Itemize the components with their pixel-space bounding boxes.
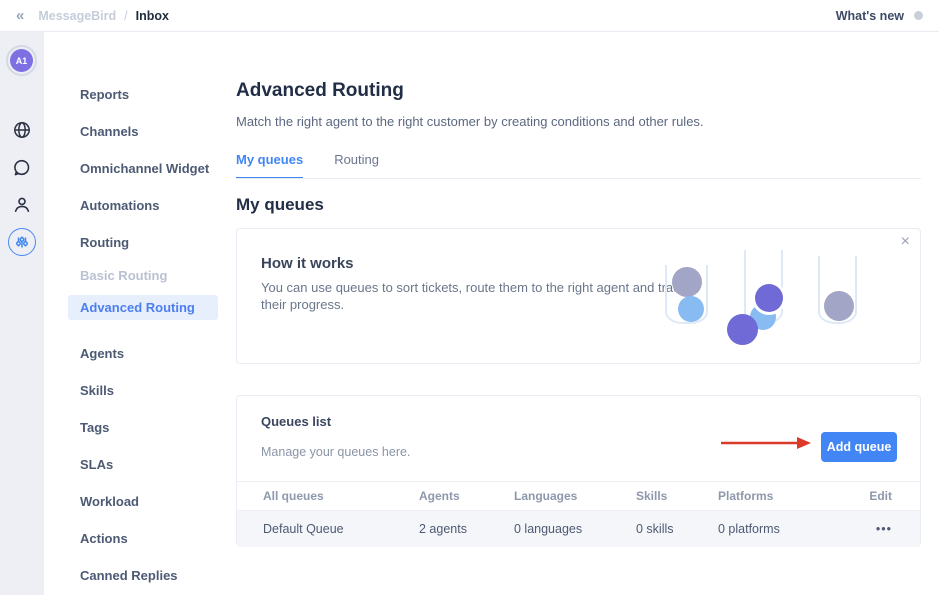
main-content: Advanced Routing Match the right agent t…: [236, 32, 939, 595]
tab-bar: My queues Routing: [236, 152, 379, 179]
sidebar-item-omnichannel-widget[interactable]: Omnichannel Widget: [80, 161, 210, 176]
settings-sidebar: Reports Channels Omnichannel Widget Auto…: [44, 32, 236, 595]
settings-sliders-icon[interactable]: [8, 228, 36, 256]
sidebar-item-tags[interactable]: Tags: [80, 420, 110, 435]
annotation-arrow-icon: [721, 437, 811, 449]
add-queue-button[interactable]: Add queue: [821, 432, 897, 462]
column-header-agents[interactable]: Agents: [419, 489, 460, 503]
top-bar: « MessageBird / Inbox What's new: [0, 0, 939, 32]
sidebar-item-workload[interactable]: Workload: [80, 494, 139, 509]
sidebar-item-agents[interactable]: Agents: [80, 346, 125, 361]
column-header-all-queues[interactable]: All queues: [263, 489, 324, 503]
column-header-skills[interactable]: Skills: [636, 489, 668, 503]
how-it-works-description: You can use queues to sort tickets, rout…: [261, 280, 687, 312]
chat-icon[interactable]: [12, 158, 32, 178]
whats-new-link[interactable]: What's new: [835, 8, 904, 23]
ball-gray: [824, 291, 854, 321]
sidebar-item-automations[interactable]: Automations: [80, 198, 160, 213]
user-icon[interactable]: [12, 195, 32, 215]
sidebar-item-actions[interactable]: Actions: [80, 531, 128, 546]
sidebar-item-routing[interactable]: Routing: [80, 235, 130, 250]
cell-queue-name: Default Queue: [263, 522, 344, 536]
tab-my-queues[interactable]: My queues: [236, 152, 304, 179]
page-subtitle: Match the right agent to the right custo…: [236, 114, 704, 129]
sidebar-item-canned-replies[interactable]: Canned Replies: [80, 568, 178, 583]
tube-shape: [665, 265, 708, 324]
ball-gray: [672, 267, 702, 297]
cell-agents: 2 agents: [419, 522, 467, 536]
workspace-avatar[interactable]: A1: [6, 45, 37, 76]
sidebar-item-advanced-routing[interactable]: Advanced Routing: [68, 295, 218, 320]
section-title-my-queues: My queues: [236, 195, 324, 214]
sidebar-item-basic-routing[interactable]: Basic Routing: [80, 268, 168, 283]
sidebar-item-skills[interactable]: Skills: [80, 383, 114, 398]
sidebar-item-channels[interactable]: Channels: [80, 124, 139, 139]
table-row-default-queue[interactable]: Default Queue 2 agents 0 languages 0 ski…: [237, 511, 920, 547]
ball-purple: [727, 314, 758, 345]
tab-routing[interactable]: Routing: [334, 152, 379, 167]
cell-platforms: 0 platforms: [718, 522, 780, 536]
row-actions-ellipsis-icon[interactable]: •••: [875, 522, 892, 536]
avatar-initials: A1: [10, 49, 33, 72]
queues-illustration: [656, 239, 896, 359]
icon-rail: A1: [0, 32, 44, 595]
ball-blue: [678, 296, 704, 322]
breadcrumb-app[interactable]: MessageBird: [38, 8, 117, 23]
globe-icon[interactable]: [12, 120, 32, 140]
sidebar-item-reports[interactable]: Reports: [80, 87, 130, 102]
queues-list-card: Queues list Manage your queues here. Add…: [236, 395, 921, 547]
column-header-platforms[interactable]: Platforms: [718, 489, 774, 503]
tab-divider: [236, 178, 921, 179]
cell-languages: 0 languages: [514, 522, 583, 536]
close-icon[interactable]: ×: [900, 233, 910, 250]
tube-shape: [818, 256, 857, 324]
column-header-edit: Edit: [869, 489, 892, 503]
collapse-sidebar-icon[interactable]: «: [16, 7, 24, 24]
breadcrumb-page: Inbox: [135, 8, 169, 23]
breadcrumb-separator: /: [124, 8, 128, 23]
cell-skills: 0 skills: [636, 522, 674, 536]
ball-purple: [755, 284, 783, 312]
queues-list-title: Queues list: [261, 414, 332, 429]
how-it-works-card: How it works You can use queues to sort …: [236, 228, 921, 364]
whats-new-dot-icon: [914, 11, 923, 20]
column-header-languages[interactable]: Languages: [514, 489, 578, 503]
queues-list-subtitle: Manage your queues here.: [261, 445, 411, 459]
table-header-row: All queues Agents Languages Skills Platf…: [237, 481, 920, 511]
queues-table: All queues Agents Languages Skills Platf…: [237, 481, 920, 547]
how-it-works-title: How it works: [261, 255, 354, 272]
page-title: Advanced Routing: [236, 80, 404, 101]
sidebar-item-slas[interactable]: SLAs: [80, 457, 114, 472]
